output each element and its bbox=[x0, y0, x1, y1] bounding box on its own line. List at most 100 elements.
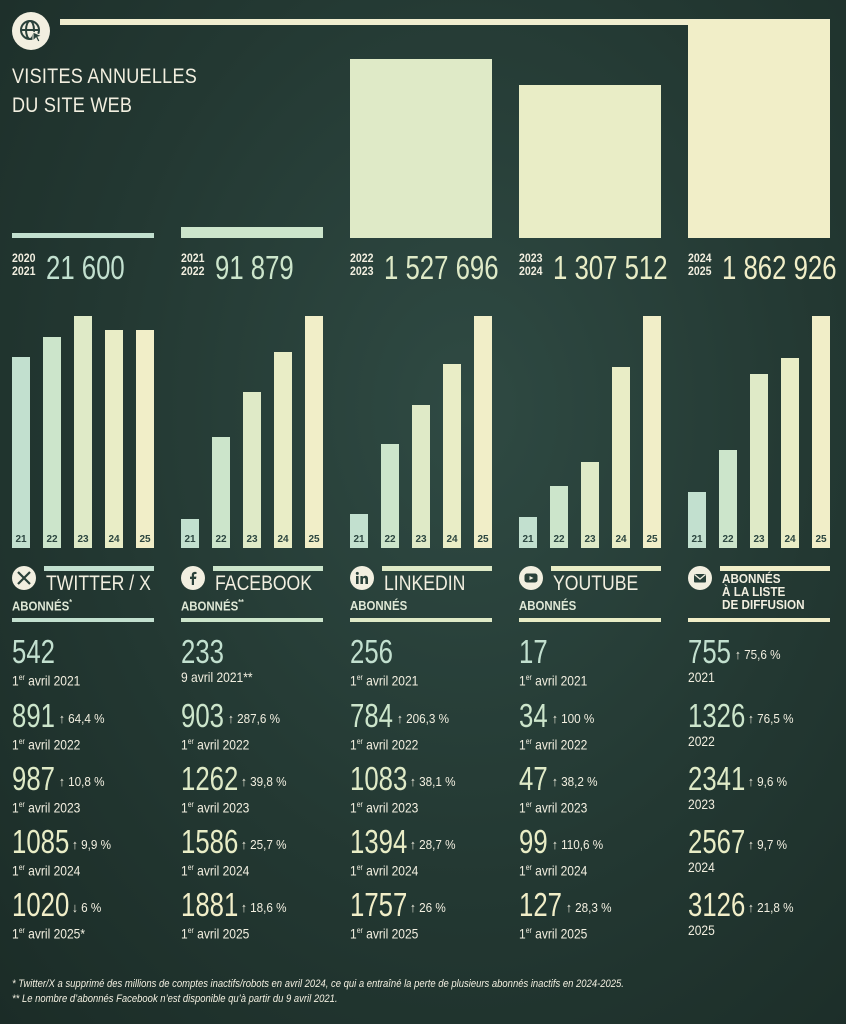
entry-date: 1er avril 2021 bbox=[12, 672, 81, 689]
subscriber-entry: 2341 ↑ 9,6 % 2023 bbox=[688, 762, 846, 822]
section-title: ABONNÉS À LA LISTE DE DIFFUSION bbox=[722, 571, 805, 612]
entry-date: 1er avril 2023 bbox=[519, 799, 588, 816]
section-underline bbox=[519, 618, 661, 622]
change-percent: ↑ 10,8 % bbox=[58, 774, 105, 789]
mini-bar bbox=[136, 329, 154, 548]
subscriber-entry: 47 ↑ 38,2 % 1er avril 2023 bbox=[519, 762, 679, 822]
mini-bar-year: 25 bbox=[139, 534, 151, 545]
subscriber-entry: 127 ↑ 28,3 % 1er avril 2025 bbox=[519, 888, 679, 948]
mini-bar bbox=[305, 316, 323, 548]
section-accent-line bbox=[213, 566, 323, 571]
visits-value: 1 307 512 bbox=[553, 249, 668, 286]
header-line bbox=[60, 19, 830, 25]
section-subtitle: ABONNÉS bbox=[519, 598, 577, 613]
change-percent: ↑ 64,4 % bbox=[58, 711, 105, 726]
mini-bar-year: 24 bbox=[784, 534, 796, 545]
mail-icon bbox=[688, 566, 712, 590]
entry-date: 1er avril 2022 bbox=[519, 736, 588, 753]
mini-bar-year: 25 bbox=[815, 534, 827, 545]
subscriber-count: 891 bbox=[12, 697, 55, 734]
entry-date: 2023 bbox=[688, 796, 715, 812]
mini-bar-year: 23 bbox=[415, 534, 427, 545]
entry-date: 1er avril 2022 bbox=[350, 736, 419, 753]
subscriber-count: 1262 bbox=[181, 760, 239, 797]
visits-year-end: 2024 bbox=[519, 264, 543, 278]
subscriber-entry: 2567 ↑ 9,7 % 2024 bbox=[688, 825, 846, 885]
change-percent: ↑ 28,7 % bbox=[410, 837, 456, 852]
subscriber-count: 47 bbox=[519, 760, 548, 797]
change-percent: ↑ 287,6 % bbox=[227, 711, 280, 726]
subscriber-count: 987 bbox=[12, 760, 55, 797]
visits-bar-group: 2022 2023 1 527 696 bbox=[350, 0, 499, 290]
subscriber-section: ABONNÉS À LA LISTE DE DIFFUSION 755 ↑ 75,6 %… bbox=[688, 566, 830, 976]
entry-date: 1er avril 2025 bbox=[350, 925, 419, 942]
subscriber-count: 1586 bbox=[181, 823, 239, 860]
change-percent: ↑ 25,7 % bbox=[241, 837, 287, 852]
subscriber-entry: 99 ↑ 110,6 % 1er avril 2024 bbox=[519, 825, 679, 885]
mini-bar bbox=[750, 374, 768, 548]
subscriber-entry: 1586 ↑ 25,7 % 1er avril 2024 bbox=[181, 825, 341, 885]
entry-date: 2024 bbox=[688, 859, 715, 875]
entry-date: 1er avril 2022 bbox=[181, 736, 250, 753]
subscriber-entry: 1085 ↑ 9,9 % 1er avril 2024 bbox=[12, 825, 172, 885]
change-percent: ↑ 9,6 % bbox=[748, 774, 788, 789]
visits-year-end: 2021 bbox=[12, 264, 36, 278]
subscriber-count: 542 bbox=[12, 633, 55, 670]
visits-year-end: 2025 bbox=[688, 264, 712, 278]
subscriber-count: 34 bbox=[519, 697, 548, 734]
entry-date: 1er avril 2021 bbox=[519, 672, 588, 689]
mini-bar-year: 25 bbox=[308, 534, 320, 545]
change-percent: ↑ 206,3 % bbox=[396, 711, 449, 726]
visits-year-start: 2023 bbox=[519, 251, 543, 265]
entry-date: 1er avril 2024 bbox=[12, 862, 81, 879]
mini-bar-year: 22 bbox=[46, 534, 58, 545]
subscriber-count: 256 bbox=[350, 633, 393, 670]
entry-date: 9 avril 2021** bbox=[181, 669, 253, 685]
mini-bar-year: 23 bbox=[584, 534, 596, 545]
entry-date: 1er avril 2024 bbox=[519, 862, 588, 879]
visits-year-start: 2024 bbox=[688, 251, 712, 265]
mini-bar-year: 24 bbox=[446, 534, 458, 545]
change-percent: ↑ 26 % bbox=[410, 900, 446, 915]
subscriber-count: 99 bbox=[519, 823, 548, 860]
section-accent-line bbox=[720, 566, 830, 571]
subscriber-section: YOUTUBE ABONNÉS 17 1er avril 2021 34 ↑ 100 % 1… bbox=[519, 566, 661, 976]
subscriber-entry: 1020 ↓ 6 % 1er avril 2025* bbox=[12, 888, 172, 948]
visits-year-start: 2021 bbox=[181, 251, 205, 265]
visits-bar-group: 2020 2021 21 600 bbox=[12, 0, 154, 290]
subscriber-section: FACEBOOK ABONNÉS** 233 9 avril 2021** 903 ↑ 2… bbox=[181, 566, 323, 976]
entry-date: 1er avril 2025* bbox=[12, 925, 86, 942]
entry-date: 2022 bbox=[688, 733, 715, 749]
visits-year-start: 2022 bbox=[350, 251, 374, 265]
section-accent-line bbox=[382, 566, 492, 571]
section-title: TWITTER / X bbox=[46, 572, 151, 595]
subscriber-count: 233 bbox=[181, 633, 224, 670]
facebook-icon bbox=[181, 566, 205, 590]
mini-bar bbox=[612, 367, 630, 548]
section-subtitle: ABONNÉS* bbox=[12, 598, 72, 614]
globe-cursor-icon bbox=[12, 12, 50, 50]
section-header: FACEBOOK ABONNÉS** bbox=[181, 566, 323, 626]
footnotes: * Twitter/X a supprimé des millions de c… bbox=[12, 977, 624, 1007]
mini-bar bbox=[212, 436, 230, 548]
subscriber-count: 1083 bbox=[350, 760, 408, 797]
section-accent-line bbox=[551, 566, 661, 571]
change-percent: ↑ 76,5 % bbox=[748, 711, 794, 726]
mini-bar-year: 24 bbox=[277, 534, 289, 545]
change-percent: ↑ 110,6 % bbox=[552, 837, 604, 852]
section-underline bbox=[688, 618, 830, 622]
mini-bar bbox=[443, 363, 461, 548]
mini-bar-year: 21 bbox=[184, 534, 196, 545]
mini-bar bbox=[274, 352, 292, 548]
mini-bar-year: 24 bbox=[108, 534, 120, 545]
mini-bar bbox=[688, 491, 706, 548]
subscriber-entry: 3126 ↑ 21,8 % 2025 bbox=[688, 888, 846, 948]
subscriber-entry: 784 ↑ 206,3 % 1er avril 2022 bbox=[350, 699, 510, 759]
mini-bar-year: 22 bbox=[722, 534, 734, 545]
subscriber-count: 784 bbox=[350, 697, 393, 734]
subscriber-entry: 1083 ↑ 38,1 % 1er avril 2023 bbox=[350, 762, 510, 822]
visits-bar-group: 2021 2022 91 879 bbox=[181, 0, 323, 290]
subscriber-entry: 903 ↑ 287,6 % 1er avril 2022 bbox=[181, 699, 341, 759]
title-line-1: VISITES ANNUELLES bbox=[12, 65, 198, 88]
